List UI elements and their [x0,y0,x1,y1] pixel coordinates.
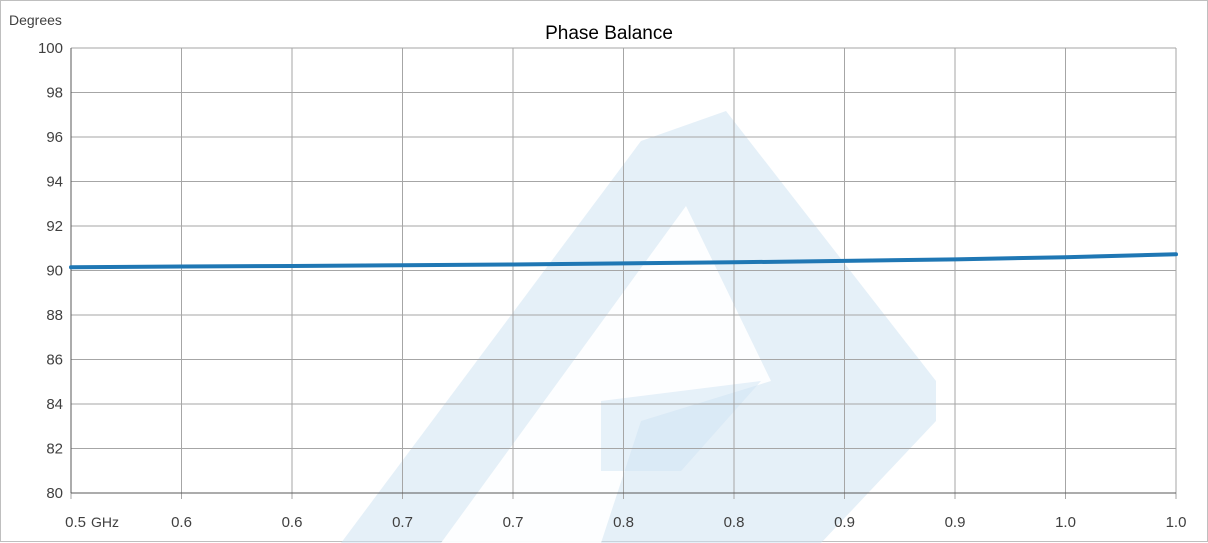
y-tick-label: 96 [46,129,63,146]
y-tick-label: 92 [46,218,63,235]
x-tick-label: 0.6 [282,514,303,531]
y-tick-label: 98 [46,85,63,102]
y-tick-label: 90 [46,263,63,280]
y-tick-label: 84 [46,396,63,413]
y-tick-label: 88 [46,307,63,324]
series-layer [69,252,1178,270]
watermark-cutout [441,206,771,543]
x-tick-label: 0.7 [503,514,524,531]
grid: 80 82 84 86 88 90 92 94 96 98 100 0.5 0.6 0.6 0.7 0.7 0.… [38,40,1186,531]
y-tick-label: 100 [38,40,63,57]
x-tick-label: 0.6 [171,514,192,531]
x-tick-label: 0.8 [613,514,634,531]
x-tick-label: 0.5 [65,514,86,531]
x-axis-unit: GHz [91,514,119,530]
label-layer: Degrees Phase Balance GHz [9,12,673,530]
y-tick-label: 94 [46,174,63,191]
x-tick-label: 0.7 [392,514,413,531]
y-tick-label: 82 [46,441,63,458]
x-tick-label: 0.9 [834,514,855,531]
chart-title: Phase Balance [545,23,673,44]
watermark-logo [341,111,936,543]
x-tick-label: 0.8 [724,514,745,531]
y-tick-label: 80 [46,485,63,502]
x-tick-label: 1.0 [1166,514,1187,531]
x-tick-label: 1.0 [1055,514,1076,531]
series-line [69,252,1178,270]
x-tick-label: 0.9 [945,514,966,531]
y-tick-label: 86 [46,352,63,369]
y-axis-label: Degrees [9,12,62,28]
